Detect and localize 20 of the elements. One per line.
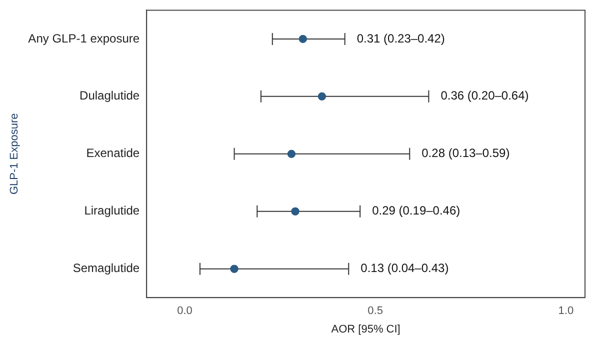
y-tick-label: Exenatide	[86, 146, 140, 160]
annotation: 0.29 (0.19–0.46)	[372, 204, 460, 218]
point	[318, 92, 326, 100]
x-tick-label: 0.5	[368, 305, 383, 318]
x-tick-label: 1.0	[558, 305, 574, 318]
annotation: 0.13 (0.04–0.43)	[360, 261, 449, 276]
point	[298, 34, 307, 43]
x-axis-title: AOR [95% CI]	[331, 323, 400, 336]
annotation: 0.31 (0.23–0.42)	[356, 31, 445, 46]
y-tick-label: Dulaglutide	[80, 88, 140, 103]
y-axis-title: GLP-1 Exposure	[8, 113, 21, 195]
point	[287, 150, 296, 158]
annotation: 0.28 (0.13–0.59)	[422, 146, 510, 160]
point	[230, 264, 238, 273]
annotation: 0.36 (0.20–0.64)	[440, 88, 529, 103]
y-tick-label: Any GLP-1 exposure	[28, 31, 140, 46]
point	[291, 207, 300, 216]
x-tick-label: 0.0	[177, 305, 192, 318]
y-tick-label: Semaglutide	[72, 261, 140, 276]
y-tick-label: Liraglutide	[84, 204, 140, 218]
